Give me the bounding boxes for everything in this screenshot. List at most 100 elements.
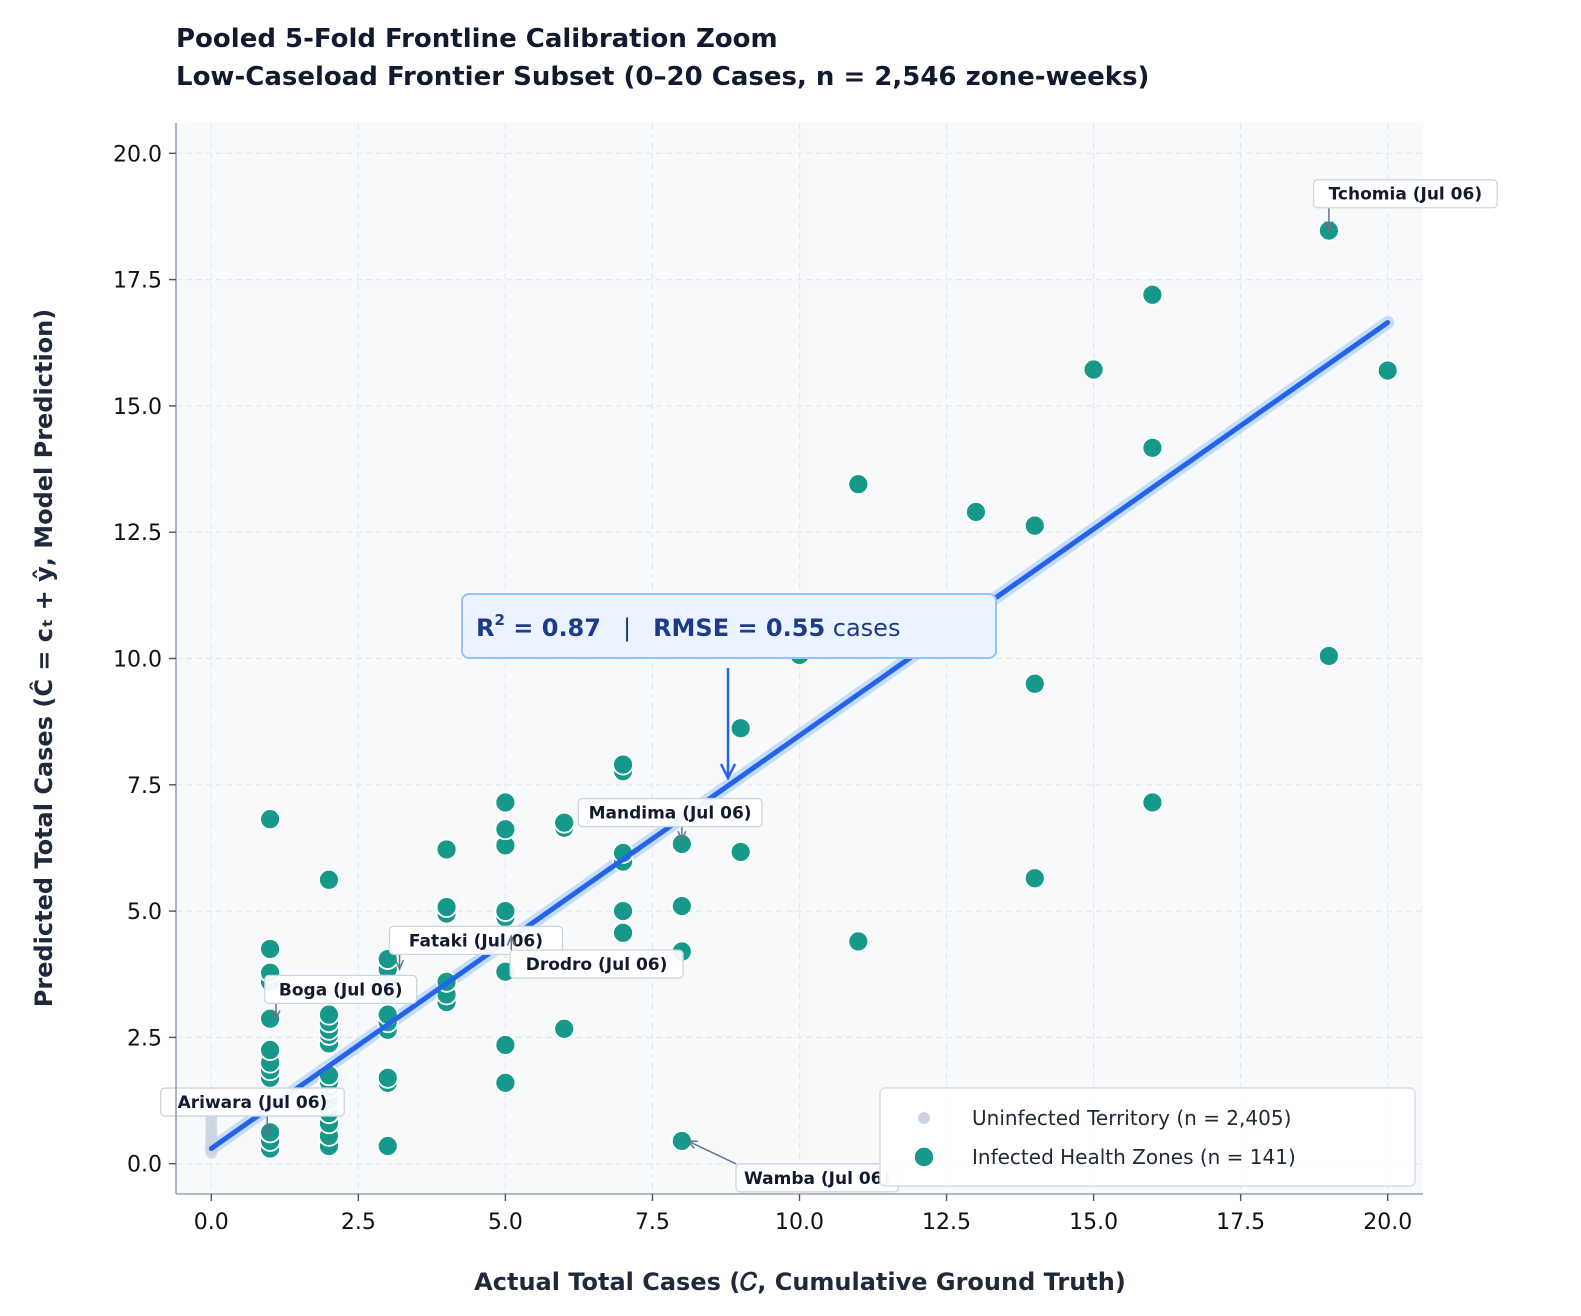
- annotation-label: Tchomia (Jul 06): [1329, 185, 1483, 205]
- annotation-label: Wamba (Jul 06): [744, 1169, 890, 1189]
- annotation: Ariwara (Jul 06): [160, 1087, 345, 1138]
- y-tick-label: 7.5: [127, 774, 162, 799]
- legend-label-infected: Infected Health Zones (n = 141): [972, 1145, 1296, 1169]
- x-tick-label: 0.0: [194, 1210, 229, 1235]
- rmse-label: RMSE = 0.55: [653, 614, 825, 642]
- rmse-unit: cases: [825, 614, 900, 642]
- legend-label-uninfected: Uninfected Territory (n = 2,405): [972, 1106, 1291, 1130]
- point-infected: [1023, 867, 1046, 890]
- stats-text: R2 = 0.87 | RMSE = 0.55 cases: [476, 611, 900, 642]
- point-infected: [376, 1066, 399, 1089]
- point-infected: [1082, 358, 1105, 381]
- point-infected: [1141, 283, 1164, 306]
- y-tick-label: 2.5: [127, 1026, 162, 1051]
- point-infected: [259, 1121, 282, 1144]
- x-tick-label: 10.0: [775, 1210, 824, 1235]
- point-infected: [1141, 791, 1164, 814]
- point-infected: [318, 868, 340, 891]
- tick-marks: 0.0 2.5 5.0 7.5 10.0 12.5 15.0 17.5 20.0 0.0 2.5 5.…: [113, 142, 1412, 1235]
- y-tick-label: 12.5: [113, 521, 162, 546]
- r2-superscript: 2: [494, 611, 504, 629]
- point-infected: [1023, 672, 1046, 695]
- annotation-label: Ariwara (Jul 06): [178, 1093, 328, 1113]
- stats-box: R2 = 0.87 | RMSE = 0.55 cases: [461, 593, 997, 781]
- point-infected: [318, 1003, 340, 1026]
- point-infected: [612, 921, 634, 944]
- data-points: [205, 219, 1399, 1160]
- y-tick-label: 20.0: [113, 142, 162, 167]
- annotation-arrow-head: [1324, 221, 1334, 233]
- point-infected: [494, 791, 517, 814]
- annotation-label: Fataki (Jul 06): [409, 931, 543, 951]
- point-infected: [729, 717, 752, 740]
- annotation-arrow-head: [506, 934, 516, 946]
- y-tick-label: 15.0: [113, 395, 162, 420]
- point-infected: [965, 501, 987, 523]
- point-infected: [612, 753, 634, 776]
- x-tick-label: 5.0: [488, 1210, 523, 1235]
- point-infected: [729, 841, 752, 863]
- point-infected: [259, 1039, 282, 1061]
- x-tick-label: 12.5: [922, 1210, 971, 1235]
- annotation-arrow-head: [262, 1126, 272, 1138]
- x-tick-label: 17.5: [1216, 1210, 1265, 1235]
- point-infected: [494, 1071, 517, 1094]
- point-infected: [494, 818, 517, 841]
- point-infected: [1141, 436, 1164, 459]
- y-tick-label: 10.0: [113, 648, 162, 673]
- y-tick-label: 5.0: [127, 900, 162, 925]
- annotation-label: Boga (Jul 06): [279, 980, 403, 1000]
- annotation-box: [160, 1087, 345, 1117]
- annotation-arrow-head: [686, 1140, 698, 1149]
- annotation-arrow-head: [394, 959, 405, 972]
- annotation-label: Drodro (Jul 06): [526, 955, 668, 975]
- x-tick-label: 15.0: [1069, 1210, 1118, 1235]
- annotation: Tchomia (Jul 06): [1312, 179, 1498, 233]
- point-infected: [494, 900, 517, 922]
- annotation: Drodro (Jul 06): [506, 934, 684, 979]
- y-tick-label: 17.5: [113, 269, 162, 294]
- point-infected: [847, 930, 870, 953]
- point-infected: [435, 896, 458, 918]
- point-infected: [670, 895, 693, 917]
- annotation-arrow: [687, 1140, 737, 1165]
- chart-title: Pooled 5-Fold Frontline Calibration Zoom: [176, 24, 778, 54]
- x-tick-label: 7.5: [635, 1210, 670, 1235]
- point-infected: [259, 808, 282, 831]
- annotation-box: [577, 797, 763, 828]
- annotation-arrow-head: [677, 830, 687, 843]
- legend-marker-infected: [913, 1146, 935, 1168]
- stats-separator: |: [623, 614, 631, 642]
- x-tick-label: 20.0: [1363, 1210, 1412, 1235]
- annotation: Mandima (Jul 06): [577, 797, 763, 843]
- legend: Uninfected Territory (n = 2,405) Infecte…: [879, 1087, 1416, 1187]
- point-infected: [259, 1007, 282, 1030]
- point-infected: [435, 838, 458, 861]
- fit-line: [208, 320, 1391, 1152]
- annotation-arrow-head: [271, 1010, 281, 1022]
- point-infected: [376, 1135, 399, 1157]
- chart-subtitle: Low-Caseload Frontier Subset (0–20 Cases…: [176, 62, 1149, 92]
- annotations: Tchomia (Jul 06) Mandima (Jul 06) Fataki (…: [160, 179, 1498, 1193]
- legend-frame: [879, 1087, 1416, 1187]
- point-infected: [553, 811, 576, 834]
- point-infected: [1317, 645, 1340, 667]
- annotation-box: [509, 949, 684, 979]
- point-infected: [612, 900, 634, 922]
- point-infected: [1376, 359, 1399, 382]
- x-axis-label: Actual Total Cases (𝐶, Cumulative Ground…: [474, 1268, 1126, 1296]
- annotation-box: [264, 974, 418, 1005]
- point-infected: [553, 1017, 576, 1040]
- annotation: Fataki (Jul 06): [388, 925, 564, 972]
- point-infected: [259, 938, 282, 960]
- point-infected: [1023, 514, 1046, 537]
- r2-label: R: [476, 614, 494, 642]
- y-axis-label: Predicted Total Cases (Ĉ = cₜ + ŷ, Model…: [28, 309, 58, 1007]
- annotation-box: [388, 925, 564, 956]
- r2-value: = 0.87: [505, 614, 601, 642]
- y-tick-label: 0.0: [127, 1153, 162, 1178]
- stats-box-frame: [461, 593, 997, 659]
- legend-marker-uninfected: [918, 1112, 930, 1124]
- point-infected: [494, 1034, 517, 1056]
